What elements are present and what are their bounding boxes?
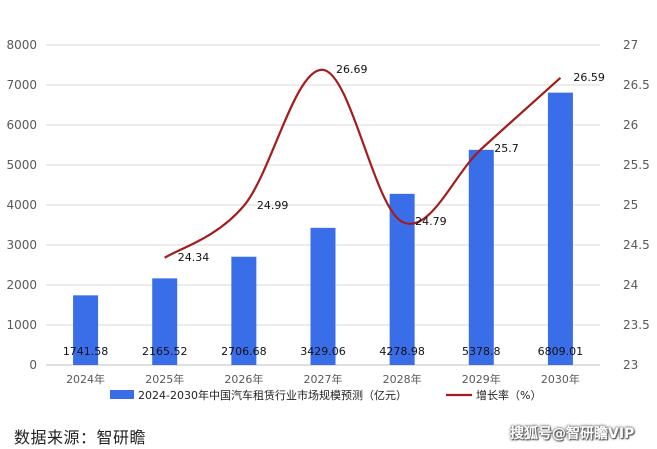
legend-bar-swatch xyxy=(110,390,134,399)
bar-value-label: 6809.01 xyxy=(538,345,584,358)
y-left-tick-label: 4000 xyxy=(6,198,37,212)
y-right-tick-label: 25.5 xyxy=(623,158,650,172)
legend-bar-label: 2024-2030年中国汽车租赁行业市场规模预测（亿元） xyxy=(138,388,407,402)
x-tick-label: 2026年 xyxy=(224,372,263,386)
y-left-tick-label: 1000 xyxy=(6,318,37,332)
y-right-tick-label: 26.5 xyxy=(623,78,650,92)
legend: 2024-2030年中国汽车租赁行业市场规模预测（亿元） 增长率（%） xyxy=(110,388,541,402)
y-left-tick-label: 8000 xyxy=(6,38,37,52)
line-value-label: 24.79 xyxy=(415,215,447,228)
bar xyxy=(547,92,573,366)
bar-value-label: 3429.06 xyxy=(300,345,346,358)
y-left-tick-label: 5000 xyxy=(6,158,37,172)
bar-value-label: 2706.68 xyxy=(221,345,267,358)
bar xyxy=(468,149,494,365)
x-tick-label: 2030年 xyxy=(541,372,580,386)
x-tick-label: 2025年 xyxy=(145,372,184,386)
bar xyxy=(231,256,257,365)
y-right-tick-label: 25 xyxy=(623,198,638,212)
line-value-label: 24.99 xyxy=(257,199,289,212)
x-tick-label: 2027年 xyxy=(304,372,343,386)
data-source: 数据来源：智研瞻 xyxy=(14,428,147,447)
x-tick-label: 2024年 xyxy=(66,372,105,386)
bar-value-label: 5378.8 xyxy=(462,345,501,358)
bar xyxy=(152,278,178,365)
x-tick-label: 2029年 xyxy=(462,372,501,386)
bar-series: 1741.58 2165.52 2706.68 3429.06 4278.98 5378.… xyxy=(63,92,584,366)
y-left-tick-label: 6000 xyxy=(6,118,37,132)
line-value-label: 25.7 xyxy=(494,142,519,155)
y-right-tick-label: 23 xyxy=(623,358,638,372)
bar xyxy=(310,227,336,365)
left-axis: 0 1000 2000 3000 4000 5000 6000 7000 8000 xyxy=(6,38,37,372)
y-right-tick-label: 23.5 xyxy=(623,318,650,332)
y-left-tick-label: 3000 xyxy=(6,238,37,252)
line-value-label: 26.59 xyxy=(573,71,605,84)
line-value-label: 26.69 xyxy=(336,63,368,76)
bar-value-label: 1741.58 xyxy=(63,345,109,358)
line-series: 24.34 24.99 26.69 24.79 25.7 26.59 xyxy=(164,63,605,264)
y-left-tick-label: 2000 xyxy=(6,278,37,292)
x-tick-label: 2028年 xyxy=(383,372,422,386)
bar-value-label: 2165.52 xyxy=(142,345,188,358)
x-axis-ticks: 2024年 2025年 2026年 2027年 2028年 2029年 2030年 xyxy=(66,372,580,386)
y-right-tick-label: 24.5 xyxy=(623,238,650,252)
line-value-label: 24.34 xyxy=(178,251,210,264)
bar xyxy=(389,193,415,365)
legend-line-label: 增长率（%） xyxy=(476,388,541,402)
watermark: 搜狐号@智研瞻VIP xyxy=(510,426,635,442)
y-right-tick-label: 26 xyxy=(623,118,638,132)
bar xyxy=(73,295,99,365)
y-right-tick-label: 27 xyxy=(623,38,638,52)
growth-rate-line xyxy=(164,68,562,259)
y-left-tick-label: 7000 xyxy=(6,78,37,92)
right-axis: 23 23.5 24 24.5 25 25.5 26 26.5 27 xyxy=(623,38,650,372)
y-left-tick-label: 0 xyxy=(29,358,37,372)
bar-value-label: 4278.98 xyxy=(379,345,425,358)
y-right-tick-label: 24 xyxy=(623,278,638,292)
